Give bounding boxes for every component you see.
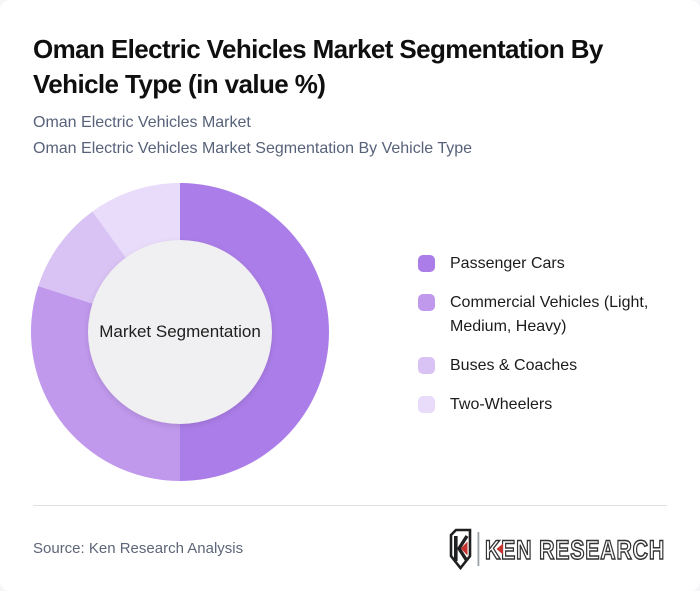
shield-icon	[449, 528, 472, 571]
legend-item-3: Buses & Coaches	[418, 354, 670, 378]
chart-subtitle: Oman Electric Vehicles Market Oman Elect…	[33, 110, 653, 162]
source-note: Source: Ken Research Analysis	[33, 540, 244, 557]
logo-brand-text: KEN RESEARCH	[485, 535, 665, 565]
donut-chart-svg	[30, 183, 329, 481]
legend-item-1: Passenger Cars	[418, 252, 670, 276]
footer-divider	[33, 505, 667, 506]
subtitle-line-2: Oman Electric Vehicles Market Segmentati…	[33, 140, 473, 157]
legend-label: Buses & Coaches	[450, 357, 578, 374]
donut-segment-1	[180, 183, 329, 481]
legend-item-4: Two-Wheelers	[418, 393, 670, 417]
legend-swatch	[418, 255, 435, 272]
chart-legend: Passenger Cars Commercial Vehicles (Light…	[418, 252, 670, 432]
legend-swatch	[418, 294, 435, 311]
ken-research-logo: KEN RESEARCH	[447, 527, 667, 571]
legend-label: Commercial Vehicles (Light, Medium, Heav…	[450, 294, 649, 335]
donut-chart: Market Segmentation	[20, 172, 340, 492]
logo-k-red-triangle	[496, 543, 503, 555]
donut-segment-4	[92, 183, 180, 259]
page-title: Oman Electric Vehicles Market Segmentati…	[33, 34, 603, 99]
legend-label: Two-Wheelers	[450, 396, 553, 413]
shield-red-triangle	[460, 541, 468, 556]
legend-swatch	[418, 357, 435, 374]
donut-center-circle	[88, 240, 272, 424]
logo-divider-bar	[477, 532, 480, 566]
legend-label: Passenger Cars	[450, 255, 565, 272]
legend-swatch	[418, 396, 435, 413]
donut-segment-2	[30, 285, 180, 481]
legend-item-2: Commercial Vehicles (Light, Medium, Heav…	[418, 291, 670, 339]
subtitle-line-1: Oman Electric Vehicles Market	[33, 114, 251, 131]
